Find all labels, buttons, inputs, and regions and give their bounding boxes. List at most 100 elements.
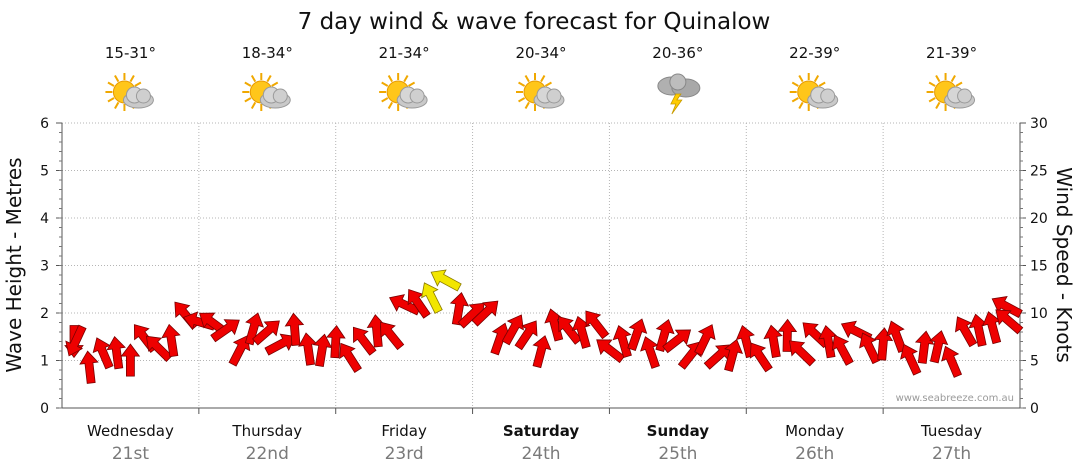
day-column: 18-34° Thursday 22nd <box>231 44 302 464</box>
wind-arrow <box>106 335 126 370</box>
wind-arrow <box>749 342 773 373</box>
wind-arrow-series <box>64 269 1024 384</box>
left-tick-label: 6 <box>40 116 49 132</box>
wind-arrow <box>298 332 318 366</box>
sun-ray <box>798 75 804 83</box>
temperature-range: 15-31° <box>105 44 156 62</box>
date-label: 21st <box>112 444 149 464</box>
left-tick-label: 3 <box>40 259 49 275</box>
wind-arrow <box>789 340 816 367</box>
sun-ray <box>791 81 799 87</box>
wind-arrow <box>627 318 648 352</box>
wind-arrow <box>339 342 362 373</box>
cloud-puff <box>272 88 288 104</box>
left-tick-label: 1 <box>40 354 49 370</box>
temperature-range: 21-39° <box>926 44 977 62</box>
wind-arrow <box>65 324 87 357</box>
wind-arrow <box>380 321 405 351</box>
day-column: 15-31° Wednesday 21st <box>87 44 174 464</box>
sun-ray <box>381 81 389 87</box>
day-label: Wednesday <box>87 422 174 440</box>
wind-arrow <box>92 337 114 370</box>
sun-ray <box>114 101 120 109</box>
date-label: 27th <box>932 444 971 464</box>
wind-arrow <box>968 313 988 347</box>
left-axis-title: Wave Height - Metres <box>2 157 26 372</box>
wind-arrow <box>120 343 141 377</box>
sun-ray <box>524 101 530 109</box>
day-label: Friday <box>381 422 427 440</box>
wind-arrow <box>514 320 538 351</box>
wind-arrow <box>490 322 511 356</box>
sun-ray <box>928 97 936 103</box>
sun-ray <box>935 101 941 109</box>
wind-arrow <box>501 314 524 346</box>
wind-arrow <box>694 324 716 356</box>
left-axis-ticks: 0 1 2 3 4 5 6 <box>40 116 62 417</box>
sun-ray <box>408 81 416 87</box>
sun-ray <box>114 75 120 83</box>
day-column: 20-36° Sunday 25th <box>647 44 710 464</box>
wind-arrow <box>532 335 552 369</box>
sun-ray <box>129 75 135 83</box>
day-label: Tuesday <box>920 422 982 440</box>
sun-ray <box>244 97 252 103</box>
wind-arrow <box>662 329 692 354</box>
wind-arrow <box>995 309 1024 335</box>
day-column: 20-34° Saturday 24th <box>503 44 580 464</box>
wind-arrow <box>284 312 305 347</box>
sun-ray <box>798 101 804 109</box>
wind-arrow <box>326 324 346 359</box>
sun-ray <box>540 75 546 83</box>
temperature-range: 20-36° <box>652 44 703 62</box>
sun-ray <box>107 81 115 87</box>
date-label: 24th <box>521 444 560 464</box>
cloud-puff <box>546 88 562 104</box>
right-tick-label: 0 <box>1030 401 1039 417</box>
partly-cloudy-icon <box>516 73 565 111</box>
sun-ray <box>813 75 820 83</box>
sun-ray <box>518 81 526 87</box>
sun-ray <box>950 75 956 83</box>
partly-cloudy-icon <box>789 73 839 111</box>
date-label: 22nd <box>246 444 289 464</box>
wind-arrow <box>407 288 431 319</box>
partly-cloudy-icon <box>926 73 976 111</box>
wind-arrow <box>252 320 280 346</box>
wind-arrow <box>914 330 935 364</box>
wind-arrow <box>640 336 660 369</box>
wind-arrow <box>991 296 1023 319</box>
right-axis-title: Wind Speed - Knots <box>1052 167 1076 363</box>
date-label: 26th <box>795 444 834 464</box>
partly-cloudy-icon <box>242 73 291 111</box>
sun-ray <box>518 97 526 103</box>
sun-ray <box>544 81 552 87</box>
wind-arrow <box>161 323 181 358</box>
right-tick-label: 10 <box>1030 306 1048 322</box>
left-tick-label: 5 <box>40 164 49 180</box>
sun-ray <box>387 101 394 109</box>
wind-arrow <box>941 345 963 378</box>
left-tick-label: 2 <box>40 306 49 322</box>
temperature-range: 21-34° <box>379 44 430 62</box>
right-tick-label: 30 <box>1030 116 1048 132</box>
cloud-puff <box>957 88 973 104</box>
watermark: www.seabreeze.com.au <box>896 393 1014 404</box>
grid-lines <box>62 122 1020 361</box>
sun-ray <box>134 81 142 87</box>
chart-title: 7 day wind & wave forecast for Quinalow <box>298 9 771 35</box>
sun-ray <box>935 75 941 83</box>
wind-arrow <box>831 334 854 366</box>
day-label: Monday <box>785 422 844 440</box>
date-label: 23rd <box>385 444 424 464</box>
sun-ray <box>818 81 826 87</box>
right-tick-label: 25 <box>1030 164 1048 180</box>
sun-ray <box>381 97 389 103</box>
sun-ray <box>387 75 394 83</box>
wind-arrow <box>244 312 265 346</box>
wind-arrow <box>352 326 377 356</box>
sun-ray <box>928 81 936 87</box>
cloud-puff <box>669 73 687 91</box>
right-tick-label: 5 <box>1030 354 1039 370</box>
sun-ray <box>271 81 279 87</box>
